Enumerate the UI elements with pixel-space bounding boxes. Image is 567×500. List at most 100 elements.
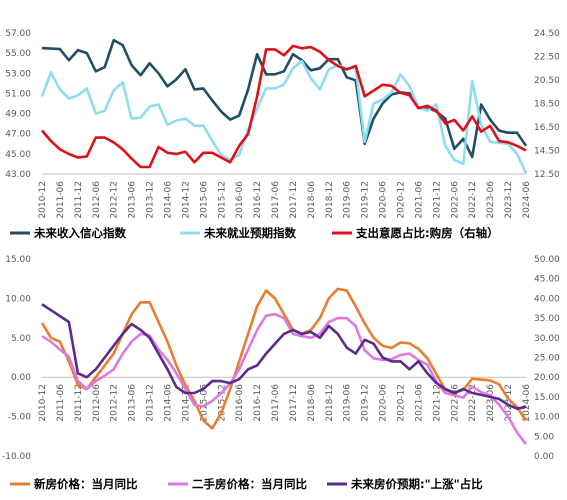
x-axis-tick-label: 2014-06 [163,384,173,422]
x-axis-tick-label: 2019-12 [361,384,371,422]
x-axis-tick-label: 2020-12 [397,384,407,422]
x-axis-tick-label: 2016-06 [235,384,245,422]
series-line-bottom-3 [41,303,527,410]
x-axis-tick-label: 2022-12 [468,181,478,219]
x-axis-tick-label: 2013-06 [128,384,138,422]
right-axis-tick-label: 20.00 [534,373,560,383]
x-axis-tick-label: 2016-06 [235,181,245,219]
x-axis-tick-label: 2016-12 [253,384,263,422]
x-axis-tick-label: 2014-06 [163,181,173,219]
x-axis-tick-label: 2015-12 [217,384,227,422]
legend-label-income-confidence: 未来收入信心指数 [33,226,126,240]
x-axis-tick-label: 2019-12 [361,181,371,219]
left-axis-tick-label: -5.00 [8,413,32,423]
x-axis-tick-label: 2019-06 [343,181,353,219]
right-axis-tick-label: 15.00 [534,393,560,403]
right-axis-tick-label: 25.00 [534,354,560,364]
right-axis-tick-label: 16.50 [534,123,560,133]
x-axis-tick-label: 2013-12 [146,181,156,219]
right-axis-tick-label: 40.00 [534,294,560,304]
legend-label-employment-expectation: 未来就业预期指数 [203,226,296,240]
x-axis-tick-label: 2023-06 [486,181,496,219]
x-axis-tick-label: 2021-12 [432,384,442,422]
series-line-top-1 [41,38,528,159]
right-axis-tick-label: 18.50 [534,100,560,110]
x-axis-tick-label: 2015-06 [199,181,209,219]
x-axis-tick-label: 2010-12 [38,181,48,219]
left-axis-tick-label: 0.00 [11,373,31,383]
x-axis-tick-label: 2012-12 [110,384,120,422]
right-axis-tick-label: 24.50 [534,29,560,39]
left-axis-tick-label: 51.00 [5,89,31,99]
x-axis-tick-label: 2010-12 [38,384,48,422]
series-line-top-3 [41,44,527,169]
left-axis-tick-label: 55.00 [5,49,31,59]
x-axis-tick-label: 2014-12 [181,181,191,219]
x-axis-tick-label: 2017-06 [271,181,281,219]
legend-label-resale-home-price: 二手房价格：当月同比 [192,477,307,491]
right-axis-tick-label: 30.00 [534,334,560,344]
x-axis-tick-label: 2017-12 [289,384,299,422]
top-chart-legend: 未来收入信心指数 未来就业预期指数 支出意愿占比:购房（右轴） [10,226,499,240]
x-axis-tick-label: 2012-06 [92,384,102,422]
x-axis-tick-label: 2017-06 [271,384,281,422]
x-axis-tick-label: 2011-06 [56,384,66,422]
left-axis-tick-label: -10.00 [2,452,31,462]
right-axis-tick-label: 35.00 [534,314,560,324]
x-axis-tick-label: 2013-12 [146,384,156,422]
right-axis-tick-label: 10.00 [534,413,560,423]
legend-label-new-home-price: 新房价格：当月同比 [34,477,138,491]
x-axis-tick-label: 2018-12 [325,181,335,219]
x-axis-tick-label: 2019-06 [343,384,353,422]
x-axis-tick-label: 2023-06 [486,384,496,422]
x-axis-tick-label: 2021-12 [432,181,442,219]
right-axis-tick-label: 22.50 [534,53,560,63]
x-axis-tick-label: 2016-12 [253,181,263,219]
x-axis-tick-label: 2018-06 [307,181,317,219]
x-axis-tick-label: 2011-12 [74,181,84,219]
x-axis-tick-label: 2023-12 [504,181,514,219]
x-axis-tick-label: 2024-06 [522,384,532,422]
x-axis-tick-label: 2011-12 [74,384,84,422]
left-axis-tick-label: 47.00 [5,130,31,140]
left-axis-tick-label: 5.00 [11,334,31,344]
x-axis-tick-label: 2017-12 [289,181,299,219]
right-axis-tick-label: 45.00 [534,275,560,285]
x-axis-tick-label: 2023-12 [504,384,514,422]
x-axis-tick-label: 2014-12 [181,384,191,422]
x-axis-tick-label: 2011-06 [56,181,66,219]
legend-label-housing-spending: 支出意愿占比:购房（右轴） [355,226,499,240]
right-axis-tick-label: 0.00 [534,452,554,462]
bottom-chart-legend: 新房价格：当月同比 二手房价格：当月同比 未来房价预期:"上涨"占比 [10,477,483,491]
x-axis-tick-label: 2015-12 [217,181,227,219]
x-axis-tick-label: 2022-06 [450,384,460,422]
right-axis-tick-label: 50.00 [534,255,560,265]
left-axis-tick-label: 43.00 [5,170,31,180]
x-axis-tick-label: 2012-12 [110,181,120,219]
left-axis-tick-label: 57.00 [5,29,31,39]
left-axis-tick-label: 45.00 [5,150,31,160]
x-axis-tick-label: 2024-06 [522,181,532,219]
x-axis-tick-label: 2021-06 [414,181,424,219]
x-axis-tick-label: 2018-06 [307,384,317,422]
series-line-top-2 [40,59,528,174]
x-axis-tick-label: 2020-12 [397,181,407,219]
right-axis-tick-label: 20.50 [534,76,560,86]
x-axis-tick-label: 2020-06 [379,384,389,422]
top-chart: 43.00 45.00 47.00 49.00 51.00 53.00 55.00 57.00… [5,29,560,219]
x-axis-tick-label: 2020-06 [379,181,389,219]
left-axis-tick-label: 15.00 [5,255,31,265]
right-axis-tick-label: 12.50 [534,170,560,180]
x-axis-tick-label: 2022-06 [450,181,460,219]
legend-label-price-rise-expectation: 未来房价预期:"上涨"占比 [350,477,483,491]
right-axis-tick-label: 5.00 [534,432,554,442]
x-axis-tick-label: 2012-06 [92,181,102,219]
left-axis-tick-label: 49.00 [5,110,31,120]
left-axis-tick-label: 53.00 [5,69,31,79]
right-axis-tick-label: 14.50 [534,147,560,157]
x-axis-tick-label: 2018-12 [325,384,335,422]
x-axis-tick-label: 2013-06 [128,181,138,219]
bottom-chart: -10.00 -5.00 0.00 5.00 10.00 15.00 0.00 5.00 10.… [2,255,560,462]
left-axis-tick-label: 10.00 [5,294,31,304]
